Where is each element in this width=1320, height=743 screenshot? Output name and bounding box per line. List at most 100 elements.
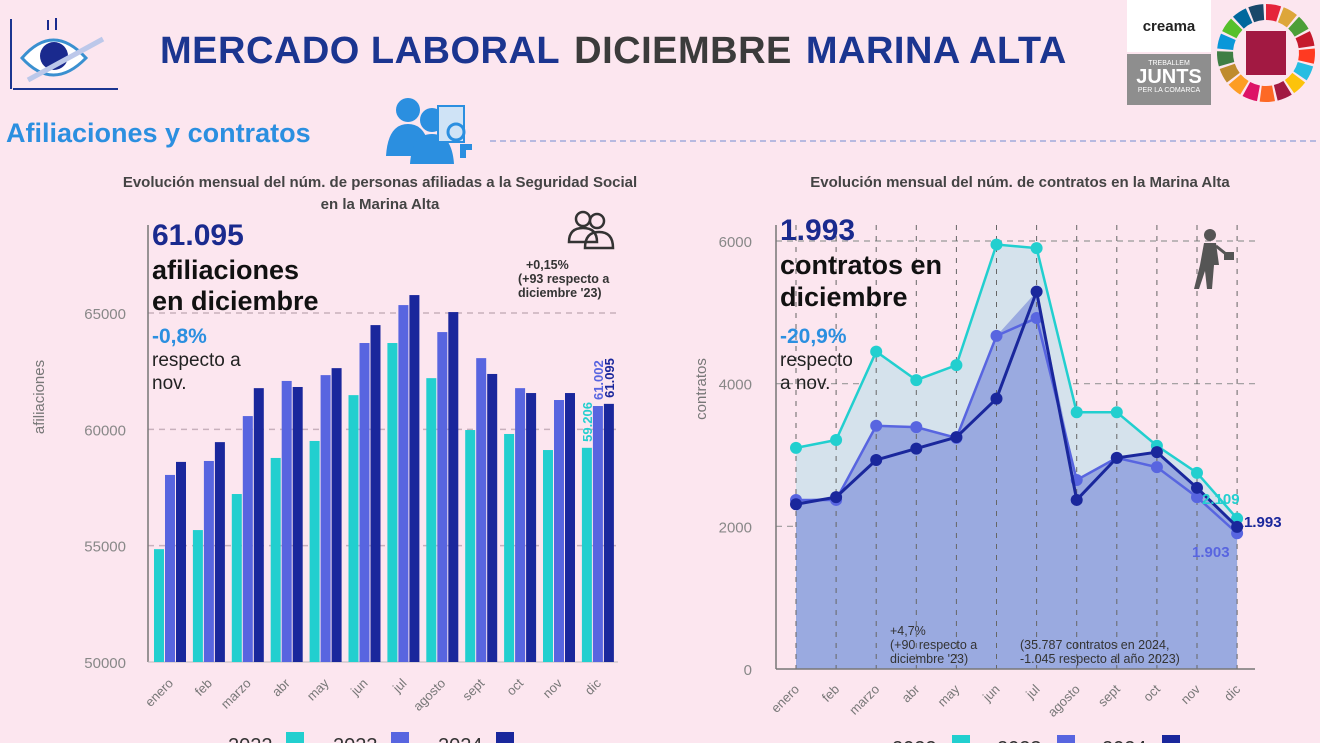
- point-2022-dic: [1231, 512, 1244, 525]
- title-part-1: MERCADO LABORAL: [160, 30, 561, 72]
- bar-2024-enero: [176, 461, 186, 662]
- legend-swatch-2023: [1057, 735, 1075, 743]
- point-2023-oct: [1150, 461, 1163, 474]
- chart-title-contratos: Evolución mensual del núm. de contratos …: [810, 174, 1230, 191]
- y-axis-label: afiliaciones: [31, 360, 48, 434]
- bar-2023-jun: [359, 343, 370, 662]
- sdg-segment: [1298, 48, 1315, 64]
- businessman-walking-icon: [1194, 229, 1234, 289]
- bar-2023-feb: [203, 460, 214, 662]
- point-2024-agosto: [1070, 493, 1083, 506]
- section-title: Afiliaciones y contratos: [6, 118, 311, 148]
- sdg-segment: [1284, 72, 1306, 94]
- y-tick-label: 0: [744, 662, 752, 679]
- big-text-2: diciembre: [780, 282, 908, 312]
- y-tick-label: 50000: [84, 655, 126, 672]
- sdg-segment: [1273, 81, 1292, 101]
- pct-change-contratos: -20,9%: [780, 325, 847, 348]
- legend-label: 2024: [1102, 738, 1147, 743]
- x-tick-label: enero: [768, 682, 802, 716]
- point-2023-nov: [1191, 491, 1203, 504]
- bar-2022-may: [309, 440, 320, 662]
- x-tick-label: abr: [269, 675, 293, 699]
- page-title: MERCADO LABORAL DICIEMBRE MARINA ALTA: [160, 30, 1067, 73]
- x-tick-label: oct: [1140, 681, 1163, 704]
- big-text-2: en diciembre: [152, 286, 319, 316]
- note-line: -1.045 respecto al año 2023): [1020, 652, 1180, 666]
- point-2024-jun: [990, 392, 1003, 405]
- line-2023: [796, 316, 1238, 535]
- sdg-segment: [1293, 62, 1314, 81]
- bar-2022-marzo: [231, 494, 242, 662]
- data-label-2023: 1.903: [1192, 544, 1230, 561]
- y-tick-label: 6000: [719, 234, 752, 251]
- x-tick-label: marzo: [218, 676, 254, 712]
- point-2022-abr: [910, 374, 923, 387]
- note-line: diciembre '23): [890, 652, 969, 666]
- logo-text: TREBALLEM: [1148, 60, 1190, 67]
- bar-2022-feb: [192, 530, 203, 662]
- point-2022-marzo: [870, 345, 883, 358]
- sdg-segment: [1222, 18, 1243, 39]
- x-tick-label: jun: [979, 682, 1003, 706]
- data-label-2023: 61.002: [591, 360, 606, 400]
- point-2022-feb: [830, 434, 843, 447]
- x-tick-label: jul: [1022, 681, 1043, 702]
- sdg-segment: [1228, 74, 1249, 95]
- note-line: diciembre '23): [518, 286, 602, 300]
- point-2024-dic: [1231, 520, 1244, 533]
- x-tick-label: agosto: [410, 676, 448, 714]
- y-axis-label: contratos: [693, 358, 710, 420]
- y-tick-label: 65000: [84, 306, 126, 323]
- x-tick-label: dic: [1221, 681, 1244, 704]
- line-2022: [795, 243, 1239, 520]
- bar-2023-agosto: [437, 332, 448, 662]
- bar-2023-oct: [515, 388, 526, 662]
- creama-logo: creama: [1127, 0, 1211, 52]
- point-2022-enero: [790, 441, 802, 454]
- data-label-2024: 1.993: [1244, 514, 1282, 531]
- chart-title-afiliaciones: Evolución mensual del núm. de personas a…: [122, 174, 638, 213]
- bar-2022-nov: [543, 450, 553, 662]
- note-annual-contratos: (35.787 contratos en 2024, -1.045 respec…: [1020, 638, 1180, 666]
- legend-swatch-2022: [952, 735, 970, 743]
- sdg-segment: [1219, 63, 1240, 83]
- sdg-segment: [1259, 85, 1276, 102]
- bar-2022-abr: [270, 457, 281, 662]
- bar-2022-jun: [348, 395, 359, 662]
- eye-chart-logo-icon: [10, 18, 118, 90]
- x-tick-label: sept: [459, 675, 487, 703]
- legend-label: 2022: [228, 735, 273, 743]
- logo-text: PER LA COMARCA: [1137, 87, 1201, 94]
- section-divider: [490, 140, 1316, 142]
- people-gear-icon: [386, 98, 472, 164]
- sdg-segment: [1232, 8, 1253, 29]
- bar-2023-abr: [281, 380, 292, 662]
- point-2022-jul: [1030, 242, 1043, 255]
- bar-2024-jul: [409, 295, 420, 662]
- sdg-goal-8-tile: [1246, 31, 1286, 75]
- bar-2022-sept: [465, 430, 476, 662]
- big-value-afiliaciones: 61.095: [152, 219, 244, 252]
- x-tick-label: sept: [1095, 681, 1123, 709]
- y-tick-label: 4000: [719, 377, 752, 394]
- bar-2024-abr: [292, 386, 303, 662]
- point-2022-may: [950, 359, 963, 372]
- note-line: (35.787 contratos en 2024,: [1020, 638, 1170, 652]
- bar-2024-marzo: [253, 388, 264, 662]
- bar-2023-nov: [554, 400, 564, 662]
- point-2024-feb: [830, 491, 843, 504]
- x-tick-label: nov: [1178, 681, 1204, 707]
- pct-change-afiliaciones: -0,8%: [152, 325, 207, 348]
- data-label-2024: 61.095: [602, 358, 617, 398]
- resp-text: respecto a: [152, 350, 241, 371]
- bar-2022-dic: [581, 447, 592, 662]
- x-tick-label: agosto: [1045, 682, 1083, 720]
- logo-text: JUNTS: [1136, 66, 1202, 88]
- bar-2024-agosto: [448, 312, 459, 662]
- point-2024-may: [950, 431, 963, 444]
- legend-label: 2023: [997, 738, 1042, 743]
- x-tick-label: feb: [192, 676, 215, 699]
- area-2023-2024: [796, 291, 1238, 669]
- legend-label: 2022: [892, 738, 937, 743]
